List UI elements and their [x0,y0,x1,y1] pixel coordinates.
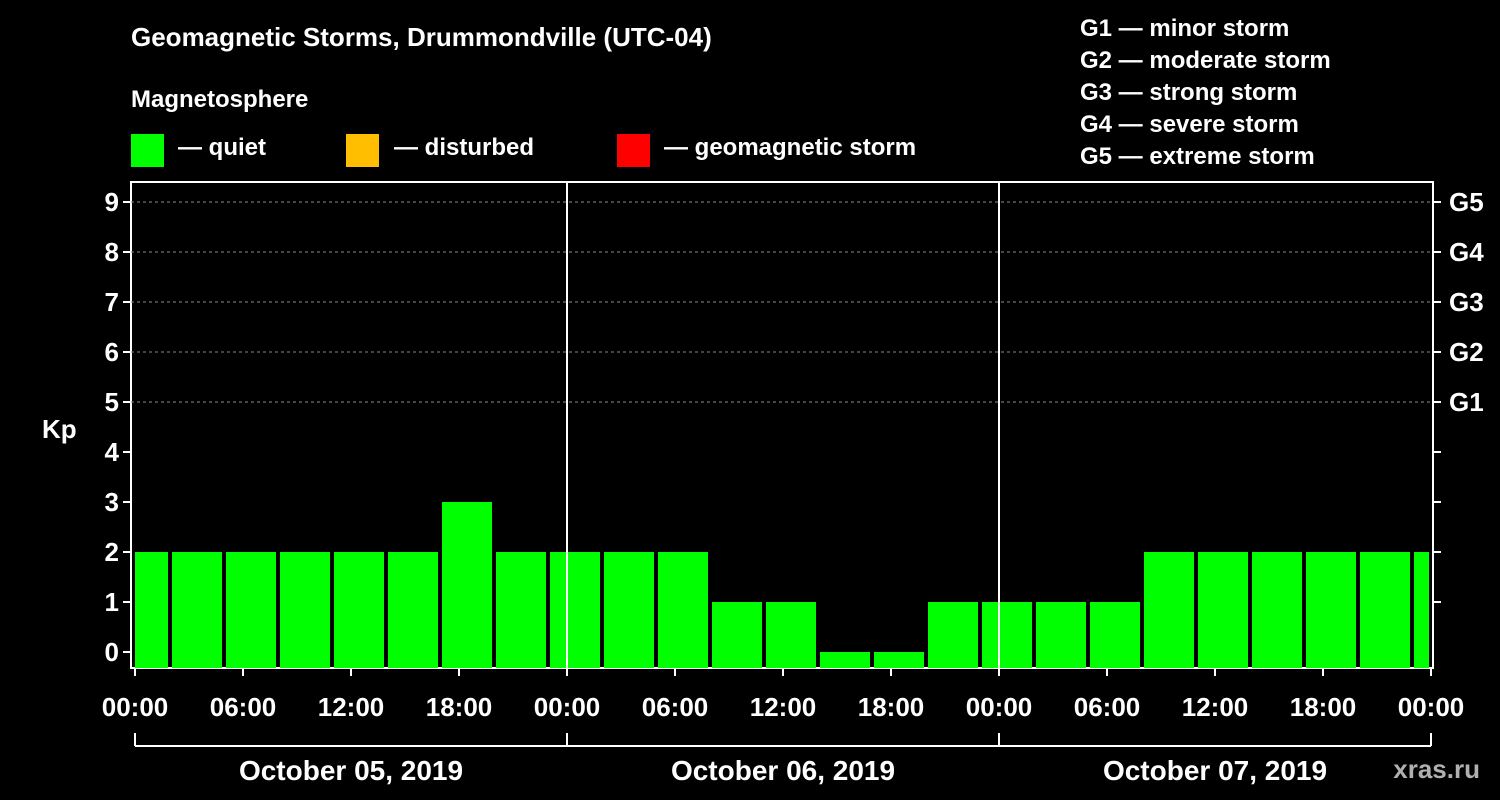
kp-bar [226,552,276,668]
y-axis-label: Kp [42,414,77,444]
storm-scale-g1: G1 — minor storm [1080,15,1290,42]
legend-swatch-disturbed [346,134,379,167]
kp-bar [1198,552,1248,668]
kp-bar [712,602,762,668]
legend-swatch-storm [617,134,650,167]
x-tick-label: 06:00 [210,692,277,722]
kp-bar [1036,602,1086,668]
g-scale-label: G5 [1449,187,1484,217]
x-tick-label: 12:00 [750,692,817,722]
x-tick-label: 06:00 [1074,692,1141,722]
x-tick-label: 12:00 [1182,692,1249,722]
x-tick-label: 18:00 [426,692,493,722]
legend-subtitle: Magnetosphere [131,86,309,113]
chart-title: Geomagnetic Storms, Drummondville (UTC-0… [131,22,712,52]
y-tick-label: 2 [105,537,119,567]
kp-bar [388,552,438,668]
x-tick-label: 18:00 [858,692,925,722]
kp-bar [658,552,708,668]
kp-bar [1144,552,1194,668]
g-scale-label: G2 [1449,337,1484,367]
kp-bar [1090,602,1140,668]
x-tick-label: 06:00 [642,692,709,722]
x-tick-label: 00:00 [102,692,169,722]
y-tick-label: 1 [105,587,119,617]
x-tick-label: 12:00 [318,692,385,722]
storm-scale-g4: G4 — severe storm [1080,111,1299,138]
kp-bar [1360,552,1410,668]
y-tick-label: 6 [105,337,119,367]
x-tick-label: 00:00 [1398,692,1465,722]
kp-bar [820,652,870,668]
x-tick-label: 00:00 [534,692,601,722]
day-label: October 05, 2019 [239,755,463,786]
credit-label: xras.ru [1393,754,1480,784]
y-tick-label: 8 [105,237,119,267]
kp-bar [1414,552,1429,668]
y-tick-label: 0 [105,637,119,667]
legend-label-quiet: — quiet [178,134,266,161]
y-tick-label: 3 [105,487,119,517]
g-scale-label: G3 [1449,287,1484,317]
y-tick-label: 5 [105,387,119,417]
g-scale-label: G1 [1449,387,1484,417]
kp-bar [982,602,1032,668]
kp-bar [1306,552,1356,668]
y-tick-label: 7 [105,287,119,317]
y-tick-label: 4 [105,437,120,467]
kp-bar [550,552,600,668]
kp-bar [928,602,978,668]
legend-swatch-quiet [131,134,164,167]
g-scale-label: G4 [1449,237,1484,267]
x-tick-label: 00:00 [966,692,1033,722]
day-label: October 06, 2019 [671,755,895,786]
y-tick-label: 9 [105,187,119,217]
kp-bar [334,552,384,668]
x-tick-label: 18:00 [1290,692,1357,722]
kp-bar [1252,552,1302,668]
storm-scale-g3: G3 — strong storm [1080,79,1298,106]
kp-bar [135,552,168,668]
legend-label-disturbed: — disturbed [394,134,535,161]
storm-scale-g5: G5 — extreme storm [1080,143,1315,170]
kp-bar [172,552,222,668]
kp-bar [442,502,492,668]
legend-label-storm: — geomagnetic storm [664,134,917,161]
kp-bar [766,602,816,668]
kp-bar [874,652,924,668]
kp-bar [604,552,654,668]
kp-bar [280,552,330,668]
kp-bar [496,552,546,668]
storm-scale-g2: G2 — moderate storm [1080,47,1331,74]
day-label: October 07, 2019 [1103,755,1327,786]
